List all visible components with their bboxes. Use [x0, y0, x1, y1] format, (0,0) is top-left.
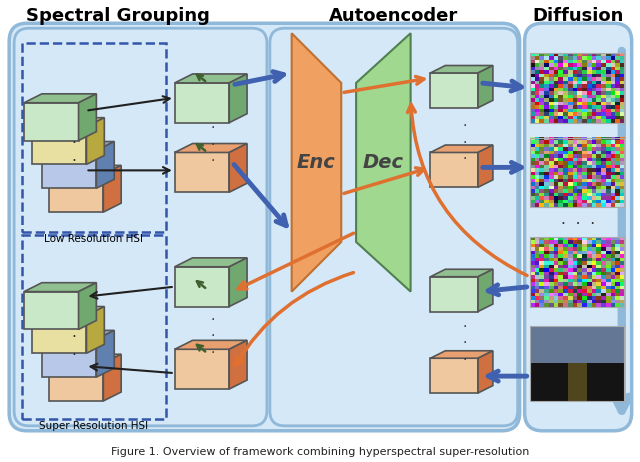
Polygon shape — [42, 330, 114, 340]
FancyBboxPatch shape — [270, 28, 518, 426]
Polygon shape — [42, 340, 97, 377]
Polygon shape — [175, 144, 247, 152]
Polygon shape — [79, 94, 97, 140]
Polygon shape — [431, 152, 478, 187]
Polygon shape — [97, 330, 114, 377]
Polygon shape — [49, 363, 103, 401]
Text: ·
·
·: · · · — [210, 122, 214, 168]
Polygon shape — [175, 258, 247, 267]
Polygon shape — [103, 165, 121, 212]
Text: Dec: Dec — [362, 153, 403, 172]
Text: Enc: Enc — [297, 153, 336, 172]
Polygon shape — [229, 258, 247, 307]
Polygon shape — [86, 307, 104, 353]
Polygon shape — [478, 269, 493, 311]
Polygon shape — [431, 358, 478, 393]
Polygon shape — [32, 316, 86, 353]
Polygon shape — [49, 165, 121, 174]
Text: ·
·
·: · · · — [210, 313, 214, 359]
FancyBboxPatch shape — [14, 28, 267, 426]
Polygon shape — [431, 277, 478, 311]
Text: ·
·: · · — [71, 136, 76, 169]
Polygon shape — [86, 118, 104, 164]
Polygon shape — [24, 94, 97, 103]
Text: Diffusion: Diffusion — [532, 7, 624, 25]
Polygon shape — [42, 151, 97, 188]
Polygon shape — [478, 66, 493, 108]
Polygon shape — [478, 145, 493, 187]
Text: Low Resolution HSI: Low Resolution HSI — [44, 234, 143, 244]
Polygon shape — [97, 141, 114, 188]
Polygon shape — [356, 33, 411, 292]
Polygon shape — [175, 267, 229, 307]
Polygon shape — [32, 127, 86, 164]
Polygon shape — [103, 354, 121, 401]
Polygon shape — [24, 283, 97, 292]
Polygon shape — [79, 283, 97, 329]
Text: ·  ·  ·: · · · — [561, 217, 595, 231]
Polygon shape — [175, 340, 247, 349]
Polygon shape — [431, 73, 478, 108]
Polygon shape — [42, 141, 114, 151]
Polygon shape — [32, 307, 104, 316]
FancyBboxPatch shape — [9, 23, 520, 431]
Text: ·
·: · · — [71, 330, 76, 363]
Polygon shape — [175, 152, 229, 192]
Polygon shape — [49, 354, 121, 363]
Polygon shape — [175, 349, 229, 389]
Bar — [22, 235, 166, 419]
Text: ·
·
·: · · · — [463, 119, 467, 166]
Text: ·
·
·: · · · — [463, 320, 467, 366]
Polygon shape — [431, 66, 493, 73]
Polygon shape — [478, 351, 493, 393]
Polygon shape — [24, 292, 79, 329]
Polygon shape — [24, 103, 79, 140]
Polygon shape — [229, 340, 247, 389]
Polygon shape — [229, 74, 247, 122]
Polygon shape — [49, 174, 103, 212]
Polygon shape — [32, 118, 104, 127]
Polygon shape — [431, 351, 493, 358]
Polygon shape — [431, 269, 493, 277]
Text: Figure 1. Overview of framework combining hyperspectral super-resolution: Figure 1. Overview of framework combinin… — [111, 447, 529, 457]
Text: Autoencoder: Autoencoder — [329, 7, 458, 25]
FancyBboxPatch shape — [525, 23, 632, 431]
Text: Spectral Grouping: Spectral Grouping — [26, 7, 210, 25]
Polygon shape — [431, 145, 493, 152]
Polygon shape — [229, 144, 247, 192]
Polygon shape — [175, 83, 229, 122]
Text: Super Resolution HSI: Super Resolution HSI — [39, 421, 148, 431]
Polygon shape — [175, 74, 247, 83]
Bar — [22, 43, 166, 232]
Polygon shape — [292, 33, 341, 292]
